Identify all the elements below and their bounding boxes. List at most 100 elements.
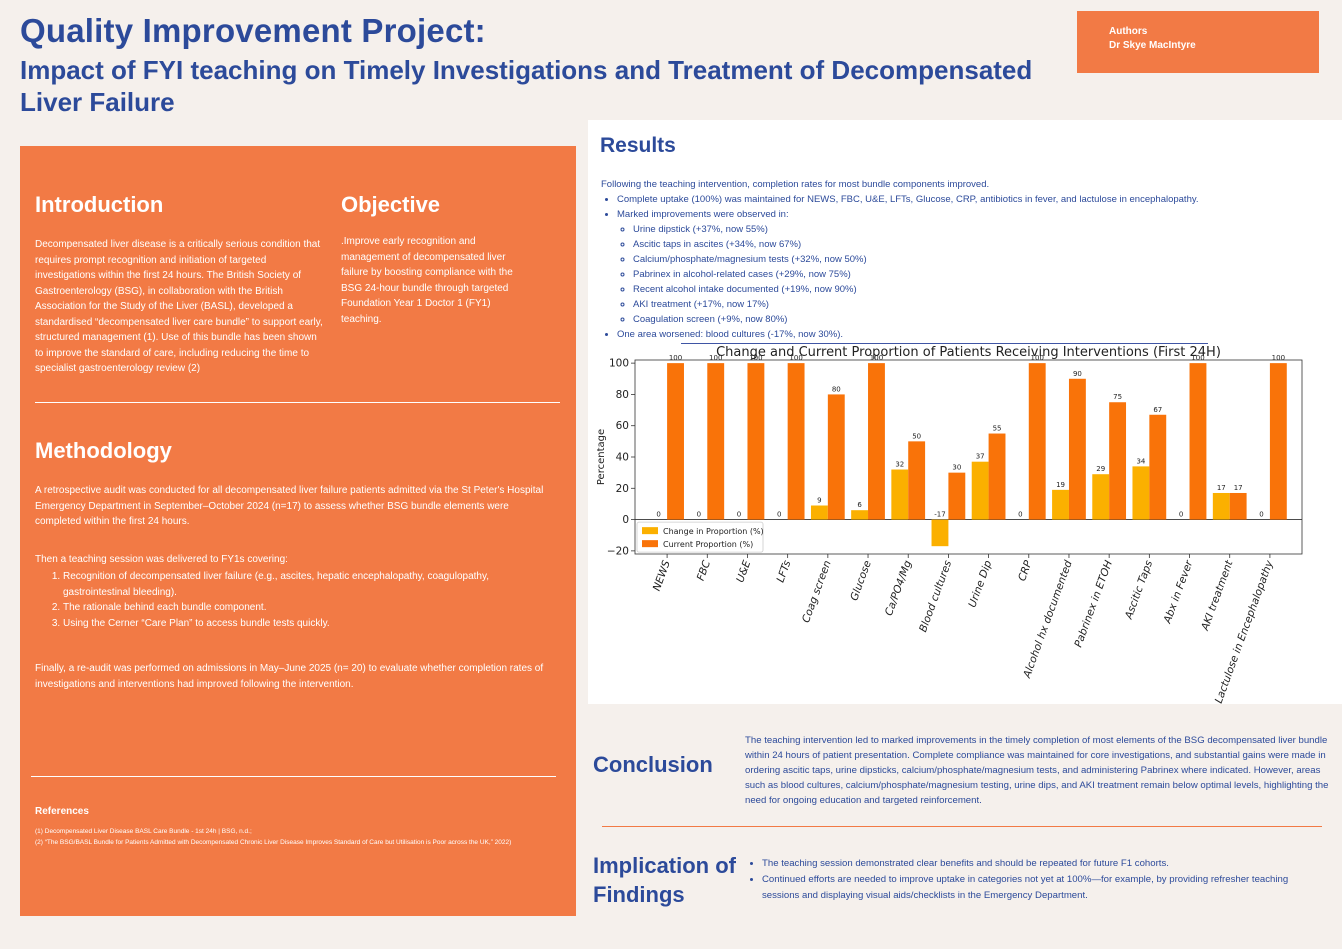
- bar: [1068, 378, 1086, 520]
- implication-body: The teaching session demonstrated clear …: [750, 856, 1325, 904]
- methodology-para-1: A retrospective audit was conducted for …: [35, 485, 544, 527]
- bar: [1132, 466, 1150, 520]
- results-text: Following the teaching intervention, com…: [601, 177, 1331, 342]
- x-tick-label: LFTs: [774, 558, 793, 584]
- poster-title-block: Quality Improvement Project: Impact of F…: [20, 12, 1040, 118]
- data-label: 100: [709, 354, 722, 362]
- authors-label: Authors: [1109, 26, 1148, 37]
- list-item: Continued efforts are needed to improve …: [762, 872, 1325, 904]
- x-tick-label: FBC: [695, 558, 714, 582]
- divider: [35, 402, 560, 403]
- bar: [667, 363, 684, 520]
- data-label: 0: [777, 511, 781, 519]
- data-label: 75: [1113, 393, 1122, 401]
- y-tick-label: 100: [609, 358, 629, 370]
- x-tick-label: Pabrinex in ETOH: [1072, 559, 1115, 649]
- methodology-list: Recognition of decompensated liver failu…: [35, 569, 555, 631]
- y-tick-label: −20: [607, 545, 629, 557]
- list-item-text: Marked improvements were observed in:: [617, 209, 789, 220]
- data-label: 100: [1191, 354, 1204, 362]
- data-label: 90: [1073, 370, 1082, 378]
- data-label: 32: [895, 461, 904, 469]
- results-bar-chart: Change and Current Proportion of Patient…: [596, 345, 1303, 704]
- divider: [602, 826, 1322, 827]
- data-label: 0: [737, 511, 741, 519]
- conclusion-heading: Conclusion: [593, 752, 713, 777]
- y-tick-label: 40: [616, 452, 629, 464]
- data-label: 30: [952, 464, 961, 472]
- bar: [707, 363, 725, 520]
- list-item: Recognition of decompensated liver failu…: [63, 569, 555, 600]
- bar: [971, 461, 989, 520]
- poster-title: Quality Improvement Project:: [20, 12, 486, 49]
- data-label: 100: [870, 354, 883, 362]
- legend: [636, 521, 764, 553]
- references-heading: References: [35, 806, 89, 817]
- list-item: The teaching session demonstrated clear …: [762, 856, 1325, 872]
- data-label: 100: [789, 354, 802, 362]
- list-item: Ascitic taps in ascites (+34%, now 67%): [633, 237, 1331, 252]
- x-tick-label: Ascitic Taps: [1123, 558, 1156, 621]
- references: References (1) Decompensated Liver Disea…: [35, 806, 555, 848]
- divider: [681, 343, 1208, 344]
- x-tick-label: Blood cultures: [917, 558, 954, 633]
- objective-text: .Improve early recognition and managemen…: [341, 236, 513, 325]
- bar: [1189, 363, 1207, 520]
- bar: [1092, 474, 1110, 520]
- bar: [810, 505, 828, 520]
- poster-subtitle: Impact of FYI teaching on Timely Investi…: [20, 55, 1033, 117]
- data-label: 0: [1018, 511, 1022, 519]
- list-item: Using the Cerner “Care Plan” to access b…: [63, 616, 555, 632]
- list-item: Marked improvements were observed in: Ur…: [617, 207, 1331, 327]
- x-tick-label: Glucose: [848, 559, 874, 602]
- bar: [948, 472, 966, 520]
- results-intro: Following the teaching intervention, com…: [601, 179, 990, 190]
- data-label: 67: [1153, 406, 1162, 414]
- bar: [1109, 402, 1127, 520]
- bar: [988, 433, 1006, 520]
- data-label: 80: [832, 385, 841, 393]
- data-label: 17: [1217, 484, 1226, 492]
- data-label: 100: [669, 354, 682, 362]
- methodology-body: A retrospective audit was conducted for …: [35, 483, 555, 692]
- methodology-para-2: Then a teaching session was delivered to…: [35, 553, 288, 565]
- x-tick-label: CRP: [1016, 558, 1035, 582]
- data-label: 100: [1272, 354, 1285, 362]
- bar: [931, 519, 949, 547]
- data-label: 9: [817, 497, 821, 505]
- bar: [1229, 492, 1247, 520]
- y-tick-label: 80: [616, 389, 629, 401]
- reference-item: (2) “The BSG/BASL Bundle for Patients Ad…: [35, 839, 512, 846]
- data-label: 100: [749, 354, 762, 362]
- x-tick-label: Urine Dip: [966, 559, 994, 610]
- data-label: 50: [912, 432, 921, 440]
- data-label: 0: [697, 511, 701, 519]
- data-label: 0: [1179, 511, 1183, 519]
- list-item: Urine dipstick (+37%, now 55%): [633, 222, 1331, 237]
- authors-box: Authors Dr Skye MacIntyre: [1077, 11, 1319, 73]
- list-item: Complete uptake (100%) was maintained fo…: [617, 192, 1331, 207]
- bar: [1149, 414, 1167, 520]
- bar: [891, 469, 909, 520]
- chart-title: Change and Current Proportion of Patient…: [716, 345, 1221, 360]
- data-label: 17: [1234, 484, 1243, 492]
- introduction-text: Decompensated liver disease is a critica…: [35, 239, 323, 374]
- y-axis-label: Percentage: [596, 429, 607, 485]
- introduction-heading: Introduction: [35, 192, 164, 217]
- conclusion-text: The teaching intervention led to marked …: [745, 734, 1329, 807]
- bar: [1028, 363, 1046, 520]
- results-heading: Results: [600, 134, 676, 157]
- bar: [851, 510, 869, 520]
- list-item: AKI treatment (+17%, now 17%): [633, 297, 1331, 312]
- list-item: Pabrinex in alcohol-related cases (+29%,…: [633, 267, 1331, 282]
- legend-label: Current Proportion (%): [663, 540, 753, 549]
- results-panel: Results Following the teaching intervent…: [588, 120, 1342, 704]
- bar: [868, 363, 885, 520]
- x-tick-label: Abx in Fever: [1161, 558, 1195, 626]
- bar: [1212, 492, 1230, 520]
- x-tick-label: NEWS: [651, 559, 673, 593]
- methodology-heading: Methodology: [35, 438, 172, 463]
- data-label: 34: [1136, 457, 1145, 465]
- x-tick-label: AKI treatment: [1199, 558, 1236, 633]
- divider: [31, 776, 556, 777]
